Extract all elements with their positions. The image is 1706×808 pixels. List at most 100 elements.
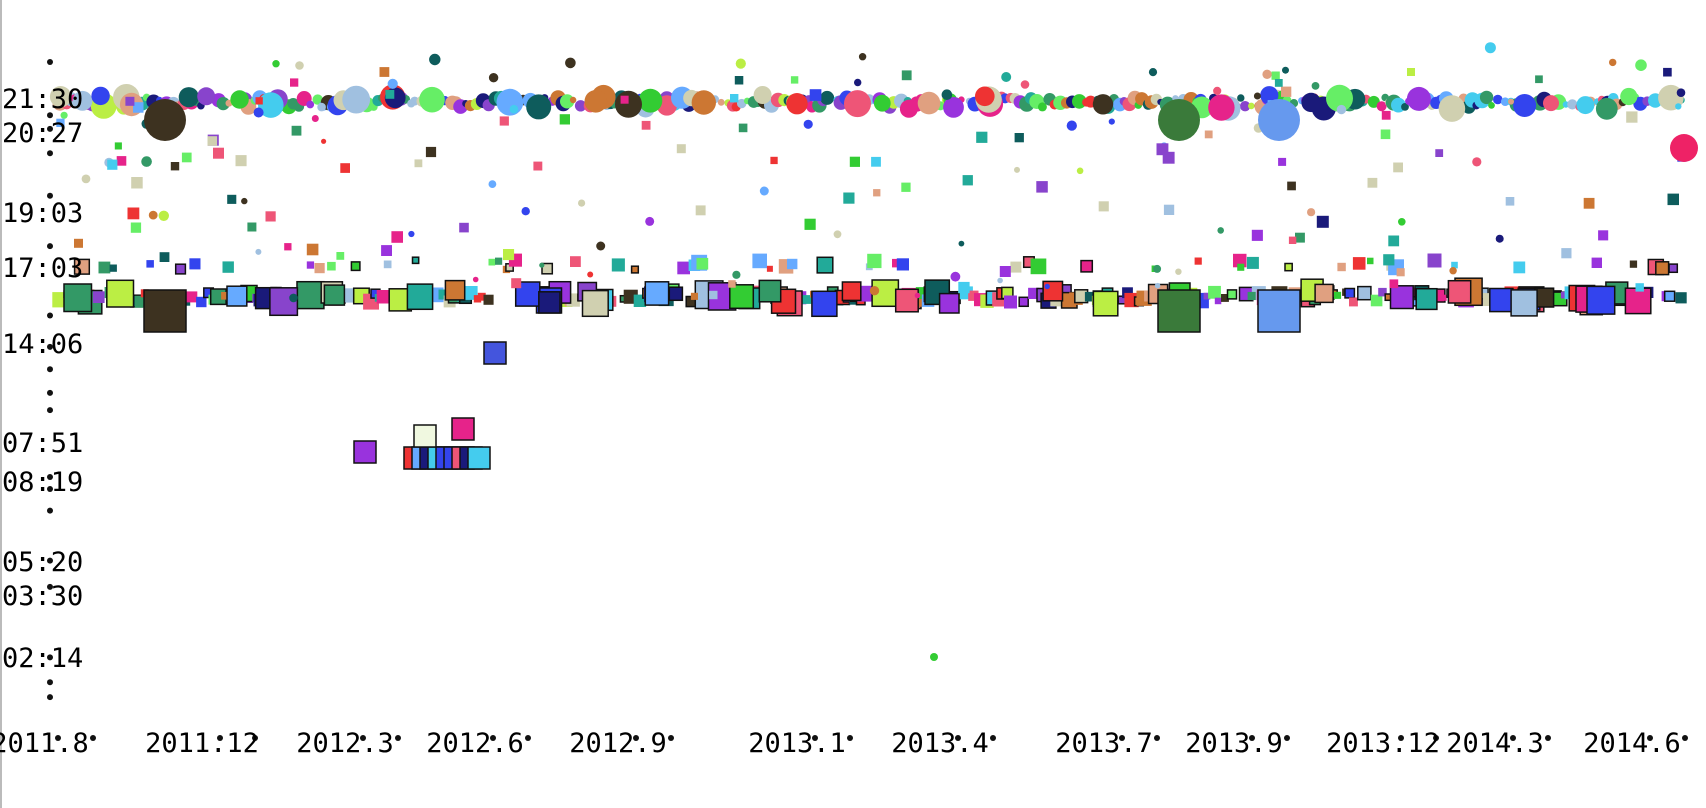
- data-point-circle: [1576, 96, 1595, 115]
- data-point-circle: [1311, 82, 1320, 90]
- axis-dot: [360, 735, 366, 741]
- data-point-square: [843, 192, 855, 204]
- data-point-square: [1226, 289, 1238, 300]
- data-point-circle: [869, 286, 880, 296]
- data-point-circle: [833, 230, 842, 239]
- data-point-square: [1663, 67, 1672, 77]
- x-tick-label: 2012.9: [569, 728, 667, 759]
- data-point-square: [1214, 297, 1222, 305]
- data-point-square: [1036, 181, 1048, 193]
- data-point-circle: [1076, 167, 1084, 175]
- data-point-square: [999, 266, 1011, 277]
- data-point-square: [323, 284, 346, 306]
- data-point-circle: [1237, 94, 1245, 102]
- data-point-square: [1194, 257, 1202, 265]
- data-point-square: [1447, 279, 1472, 304]
- data-point-square: [1337, 262, 1346, 272]
- data-point-square: [255, 97, 263, 105]
- data-point-square: [1415, 287, 1438, 311]
- data-point-circle: [584, 90, 608, 113]
- data-point-square: [1287, 181, 1296, 191]
- axis-dot: [633, 735, 639, 741]
- data-point-circle: [615, 90, 642, 118]
- data-point-circle: [975, 86, 995, 107]
- data-point-circle: [1670, 134, 1698, 162]
- data-point-circle: [488, 73, 499, 83]
- data-point-square: [226, 285, 248, 307]
- data-point-circle: [317, 102, 326, 112]
- data-point-square: [306, 243, 319, 256]
- data-point-square: [1383, 254, 1395, 266]
- y-tick-label: 17:03: [2, 253, 83, 284]
- data-point-square: [1440, 294, 1447, 301]
- data-point-square: [227, 194, 237, 204]
- data-point-square: [130, 222, 142, 233]
- data-point-circle: [943, 97, 964, 118]
- data-point-circle: [1262, 69, 1272, 80]
- data-point-square: [1435, 149, 1444, 157]
- data-point-square: [477, 292, 486, 301]
- data-point-square: [901, 182, 911, 192]
- data-point-square: [968, 290, 979, 301]
- data-point-square: [1561, 248, 1572, 259]
- data-point-square: [620, 95, 629, 104]
- data-point-square: [1381, 110, 1391, 120]
- data-point-square: [787, 258, 798, 270]
- data-point-circle: [488, 180, 497, 189]
- data-point-square: [1629, 260, 1638, 268]
- data-point-circle: [1493, 94, 1503, 105]
- data-point-circle: [429, 53, 441, 66]
- scatter-marks: [49, 42, 1698, 661]
- y-tick-label: 14:06: [2, 329, 83, 360]
- data-point-circle: [148, 210, 158, 220]
- data-point-circle: [1620, 87, 1638, 106]
- data-point-square: [483, 341, 507, 365]
- data-point-circle: [1239, 101, 1251, 112]
- axis-dot: [1119, 735, 1125, 741]
- data-point-square: [1162, 151, 1175, 164]
- data-point-square: [134, 295, 147, 308]
- data-point-square: [1586, 285, 1616, 315]
- data-point-circle: [753, 86, 772, 104]
- data-point-circle: [1307, 208, 1316, 217]
- data-point-circle: [1635, 59, 1647, 71]
- data-point-circle: [241, 197, 248, 205]
- data-point-square: [738, 123, 748, 133]
- x-tick-label: 2012.6: [426, 728, 524, 759]
- data-point-circle: [1248, 102, 1255, 110]
- data-point-square: [1378, 287, 1387, 297]
- data-point-square: [1203, 292, 1211, 300]
- axis-dot: [1154, 735, 1160, 741]
- data-point-square: [350, 261, 361, 272]
- data-point-square: [676, 144, 686, 154]
- data-point-circle: [197, 87, 216, 106]
- data-point-circle: [1438, 95, 1466, 122]
- data-point-square: [958, 281, 970, 294]
- data-point-circle: [144, 99, 186, 141]
- data-point-circle: [1406, 86, 1431, 111]
- data-point-square: [976, 131, 988, 143]
- y-tick-label: 20:27: [2, 118, 83, 149]
- data-point-square: [696, 257, 709, 270]
- data-point-square: [1084, 291, 1095, 302]
- data-point-square: [766, 265, 773, 272]
- data-point-circle: [569, 96, 577, 104]
- x-tick-label: 2011.12: [145, 728, 259, 759]
- data-point-square: [1271, 71, 1280, 80]
- axis-dot: [1647, 735, 1653, 741]
- data-point-square: [74, 238, 83, 248]
- data-point-square: [892, 258, 901, 268]
- data-point-circle: [565, 57, 576, 69]
- data-point-square: [444, 279, 466, 301]
- data-point-square: [406, 283, 434, 311]
- axis-dot: [1510, 735, 1516, 741]
- data-point-square: [816, 256, 834, 274]
- data-point-circle: [1092, 94, 1114, 115]
- data-point-square: [1010, 261, 1022, 273]
- data-point-square: [541, 262, 554, 275]
- data-point-circle: [289, 293, 298, 303]
- data-point-square: [1667, 193, 1679, 206]
- data-point-circle: [1037, 102, 1047, 112]
- data-point-square: [381, 245, 392, 256]
